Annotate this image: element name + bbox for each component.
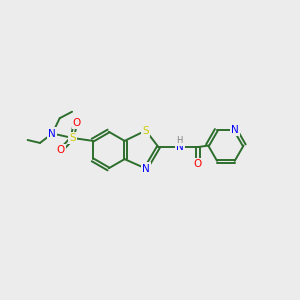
Text: H: H: [176, 136, 183, 145]
Text: N: N: [231, 125, 239, 135]
Text: O: O: [73, 118, 81, 128]
Text: S: S: [142, 126, 149, 136]
Text: O: O: [56, 145, 65, 155]
Text: N: N: [176, 142, 184, 152]
Text: N: N: [49, 128, 56, 139]
Text: O: O: [194, 159, 202, 169]
Text: N: N: [142, 164, 150, 173]
Text: S: S: [69, 133, 76, 143]
